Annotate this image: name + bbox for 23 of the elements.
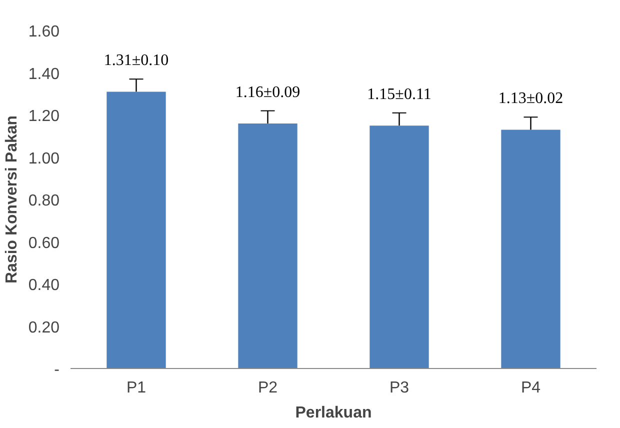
y-tick-label: 0.80 <box>28 192 60 210</box>
x-tick-label: P4 <box>520 380 541 396</box>
bar <box>106 92 166 368</box>
x-axis-title: Perlakuan <box>295 404 372 422</box>
x-tick-label: P3 <box>389 380 410 396</box>
data-label: 1.13±0.02 <box>498 90 564 108</box>
bar <box>238 123 298 368</box>
y-tick-label: 0.60 <box>28 234 60 252</box>
data-label: 1.15±0.11 <box>367 86 432 103</box>
bar <box>501 130 560 368</box>
x-tick-label: P2 <box>258 380 278 396</box>
y-tick-label: - <box>54 362 60 378</box>
data-label: 1.16±0.09 <box>235 84 300 101</box>
bar <box>370 126 429 368</box>
y-axis-title: Rasio Konversi Pakan <box>3 115 20 284</box>
y-tick-label: 1.20 <box>28 108 60 125</box>
y-tick-label: 0.20 <box>28 319 60 336</box>
data-label: 1.31±0.10 <box>104 52 169 70</box>
x-tick-label: P1 <box>126 380 146 396</box>
y-tick-label: 0.40 <box>28 277 60 294</box>
y-tick-label: 1.60 <box>28 24 60 40</box>
y-tick-label: 1.40 <box>28 66 60 83</box>
y-tick-label: 1.00 <box>28 150 60 168</box>
